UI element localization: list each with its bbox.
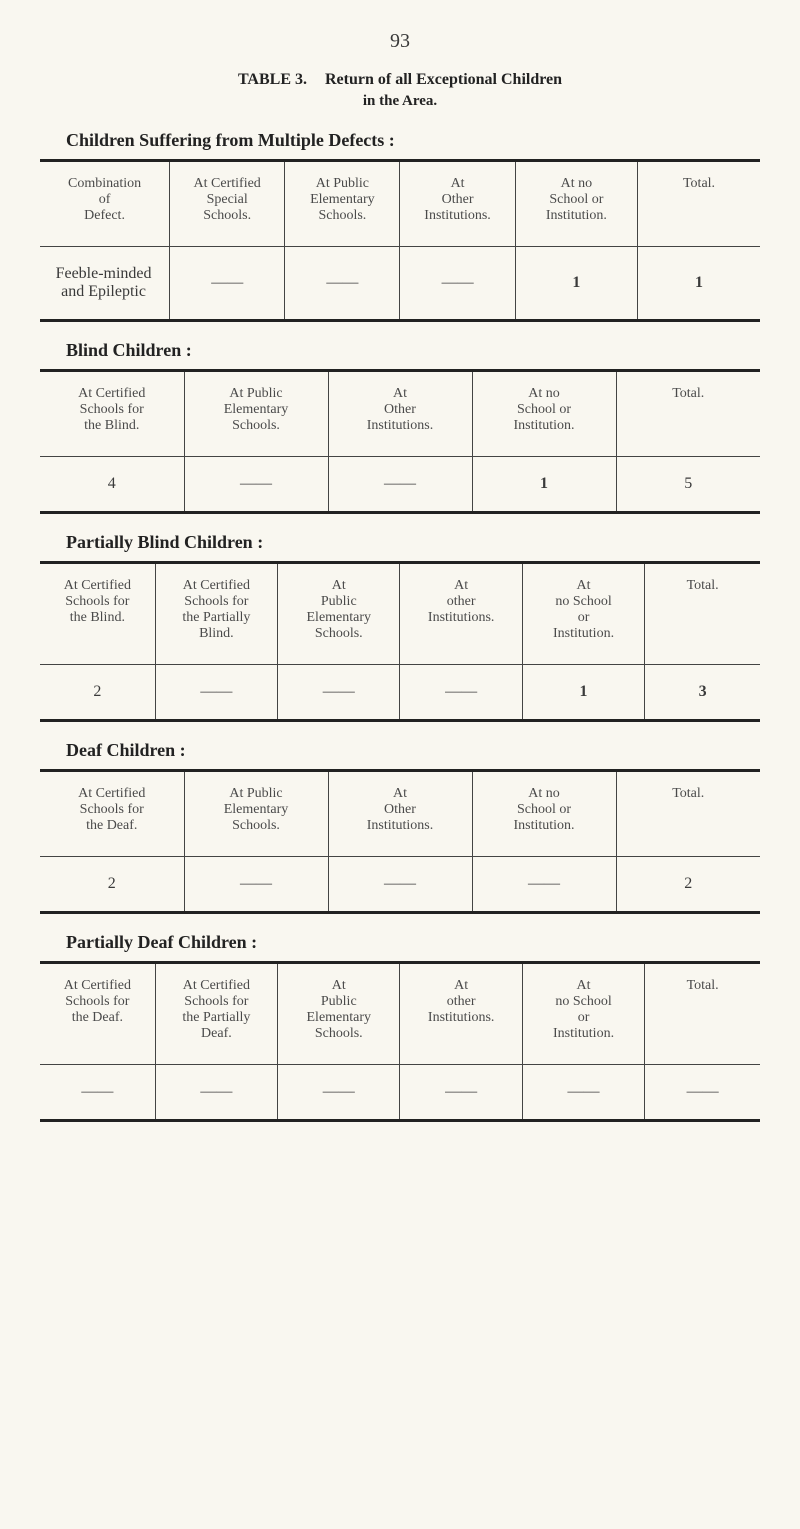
- cell: ——: [170, 247, 285, 321]
- cell: 2: [40, 665, 155, 721]
- col-header: At Certified Special Schools.: [170, 161, 285, 247]
- row-label: Feeble-minded and Epileptic: [40, 247, 170, 321]
- col-header: Total.: [645, 563, 760, 665]
- table-row: 4 —— —— 1 5: [40, 457, 760, 513]
- cell: ——: [328, 857, 472, 913]
- table-blind: At Certified Schools for the Blind. At P…: [40, 369, 760, 514]
- cell: ——: [184, 457, 328, 513]
- table-partially-deaf: At Certified Schools for the Deaf. At Ce…: [40, 961, 760, 1122]
- col-header: At Public Elementary Schools.: [278, 963, 400, 1065]
- heading-blind: Blind Children :: [66, 340, 760, 361]
- col-header: Total.: [638, 161, 760, 247]
- cell: ——: [645, 1065, 760, 1121]
- cell: 1: [515, 247, 637, 321]
- heading-partially-deaf: Partially Deaf Children :: [66, 932, 760, 953]
- cell: 2: [616, 857, 760, 913]
- col-header: At other Institutions.: [400, 563, 522, 665]
- cell: 1: [522, 665, 644, 721]
- col-header: At Certified Schools for the Deaf.: [40, 771, 184, 857]
- table-row: —— —— —— —— —— ——: [40, 1065, 760, 1121]
- col-header: At other Institutions.: [400, 963, 522, 1065]
- cell: ——: [155, 1065, 277, 1121]
- page-number: 93: [40, 30, 760, 53]
- cell: ——: [328, 457, 472, 513]
- table-title: Return of all Exceptional Children: [325, 71, 562, 88]
- col-header: At Certified Schools for the Deaf.: [40, 963, 155, 1065]
- col-header: At Certified Schools for the Partially D…: [155, 963, 277, 1065]
- cell: 1: [472, 457, 616, 513]
- col-header: At Public Elementary Schools.: [184, 371, 328, 457]
- cell: ——: [184, 857, 328, 913]
- cell: 5: [616, 457, 760, 513]
- table-row: 2 —— —— —— 1 3: [40, 665, 760, 721]
- table-partially-blind: At Certified Schools for the Blind. At C…: [40, 561, 760, 722]
- table-subtitle: in the Area.: [40, 93, 760, 110]
- table-multiple: Combination of Defect. At Certified Spec…: [40, 159, 760, 322]
- col-header: Total.: [645, 963, 760, 1065]
- heading-partially-blind: Partially Blind Children :: [66, 532, 760, 553]
- col-header: At no School or Institution.: [472, 371, 616, 457]
- cell: 1: [638, 247, 760, 321]
- col-header: Total.: [616, 371, 760, 457]
- col-header: At no School or Institution.: [515, 161, 637, 247]
- cell: 4: [40, 457, 184, 513]
- cell: ——: [400, 1065, 522, 1121]
- col-header: At Public Elementary Schools.: [278, 563, 400, 665]
- table-title-line: TABLE 3. Return of all Exceptional Child…: [40, 71, 760, 89]
- col-header: At Other Institutions.: [328, 771, 472, 857]
- heading-multiple: Children Suffering from Multiple Defects…: [66, 130, 760, 151]
- cell: 3: [645, 665, 760, 721]
- col-header: At Other Institutions.: [400, 161, 515, 247]
- col-header: At Public Elementary Schools.: [285, 161, 400, 247]
- cell: ——: [278, 1065, 400, 1121]
- cell: ——: [40, 1065, 155, 1121]
- table-row: 2 —— —— —— 2: [40, 857, 760, 913]
- cell: ——: [155, 665, 277, 721]
- col-header: At no School or Institution.: [522, 963, 644, 1065]
- table-row: Feeble-minded and Epileptic —— —— —— 1 1: [40, 247, 760, 321]
- col-header: At Public Elementary Schools.: [184, 771, 328, 857]
- col-header: Total.: [616, 771, 760, 857]
- cell: ——: [285, 247, 400, 321]
- table-deaf: At Certified Schools for the Deaf. At Pu…: [40, 769, 760, 914]
- cell: ——: [400, 665, 522, 721]
- table-label: TABLE 3.: [238, 71, 307, 88]
- cell: ——: [522, 1065, 644, 1121]
- col-header: At Certified Schools for the Partially B…: [155, 563, 277, 665]
- cell: ——: [278, 665, 400, 721]
- cell: ——: [472, 857, 616, 913]
- col-header: At no School or Institution.: [472, 771, 616, 857]
- cell: ——: [400, 247, 515, 321]
- col-header: At no School or Institution.: [522, 563, 644, 665]
- cell: 2: [40, 857, 184, 913]
- col-header: At Certified Schools for the Blind.: [40, 563, 155, 665]
- col-header: Combination of Defect.: [40, 161, 170, 247]
- heading-deaf: Deaf Children :: [66, 740, 760, 761]
- col-header: At Other Institutions.: [328, 371, 472, 457]
- col-header: At Certified Schools for the Blind.: [40, 371, 184, 457]
